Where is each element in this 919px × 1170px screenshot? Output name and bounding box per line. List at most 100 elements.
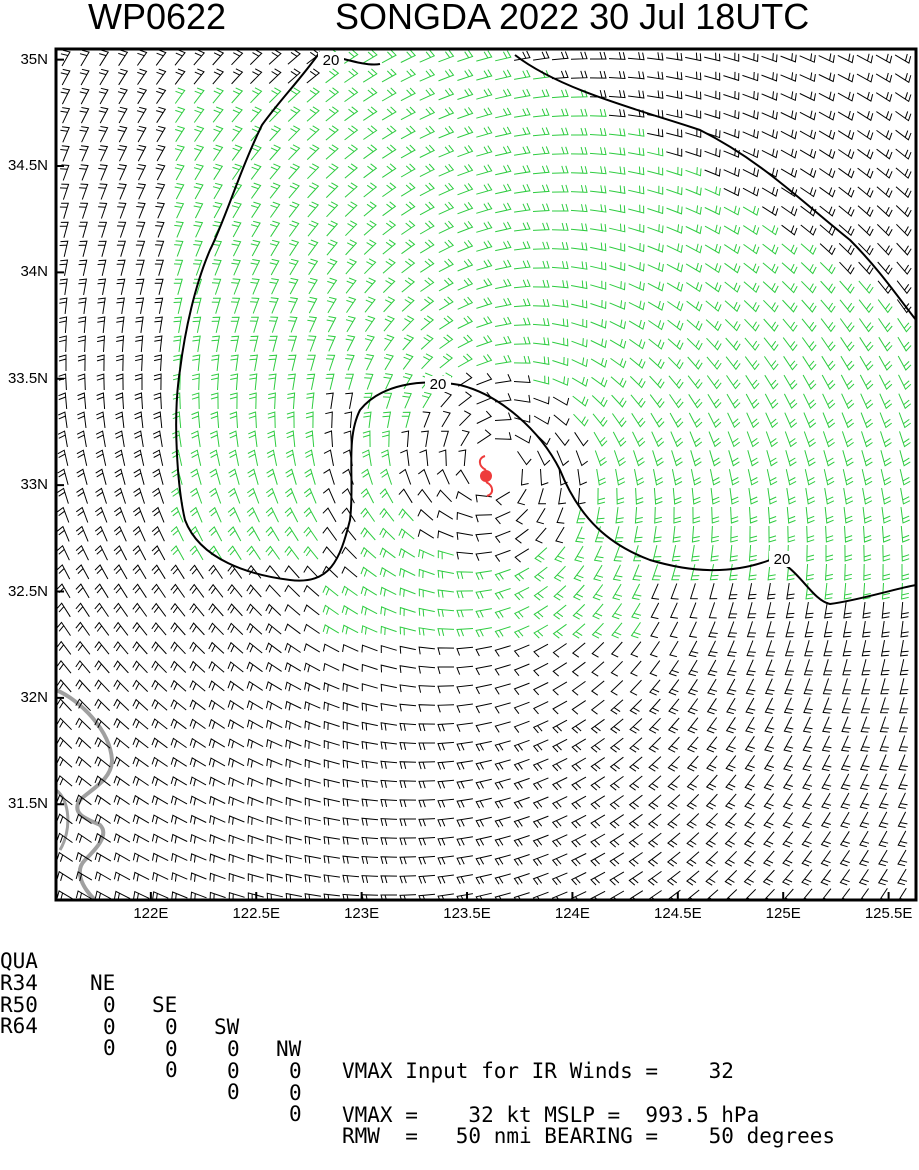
wind-barb-strong (344, 125, 359, 141)
wind-barb (764, 678, 775, 695)
wind-barb-strong (514, 586, 530, 601)
wind-barb-strong (595, 507, 605, 524)
wind-barb (380, 722, 397, 731)
wind-barb (801, 793, 812, 810)
wind-barb (323, 778, 340, 788)
wind-barb (117, 145, 128, 162)
wind-barb (876, 167, 893, 179)
wind-barb-strong (284, 507, 299, 523)
wind-barb (495, 393, 512, 403)
wind-barb (344, 411, 353, 429)
wind-barb-strong (901, 582, 910, 600)
wind-barb-strong (551, 222, 569, 231)
wind-barb-strong (858, 280, 874, 294)
wind-barb (60, 107, 71, 124)
wind-barb (436, 489, 452, 503)
wind-barb (475, 816, 492, 828)
wind-barb (894, 53, 912, 64)
wind-barb-strong (824, 488, 835, 505)
wind-barb (94, 621, 110, 636)
wind-barb-strong (231, 201, 242, 219)
wind-barb-strong (438, 87, 455, 101)
wind-barb-strong (228, 468, 240, 485)
wind-barb-strong (398, 528, 415, 540)
wind-barb-strong (551, 241, 569, 250)
wind-barb-strong (249, 354, 259, 371)
wind-barb-strong (825, 525, 834, 543)
wind-barb (687, 698, 699, 715)
wind-barb-strong (612, 431, 627, 447)
wind-barb (799, 91, 816, 102)
wind-barb (56, 698, 72, 712)
wind-barb-strong (899, 469, 911, 486)
wind-barb-strong (190, 487, 203, 504)
wind-barb-strong (634, 506, 643, 524)
wind-barb (152, 430, 163, 447)
wind-barb (285, 854, 302, 864)
wind-barb (900, 601, 909, 619)
wind-barb-strong (711, 525, 720, 543)
wind-barb (77, 392, 87, 410)
wind-barb (322, 565, 339, 578)
wind-barb-strong (781, 281, 798, 294)
wind-barb (837, 130, 855, 141)
wind-barb (136, 183, 147, 200)
wind-barb (608, 90, 626, 99)
wind-barb (475, 665, 492, 676)
wind-barb (306, 68, 321, 84)
wind-barb (58, 411, 68, 428)
wind-barb (361, 779, 378, 788)
wind-barb (117, 202, 127, 219)
wind-barb-strong (438, 182, 455, 196)
wind-barb-strong (611, 622, 623, 639)
wind-barb (804, 602, 814, 619)
wind-barb (135, 259, 145, 276)
wind-barb-strong (306, 392, 315, 410)
wind-barb (570, 872, 587, 886)
wind-barb (174, 49, 186, 66)
wind-barb (94, 717, 111, 730)
wind-barb (475, 683, 492, 695)
wind-barb (151, 756, 168, 767)
wind-barb-strong (513, 355, 531, 364)
wind-barb-strong (862, 488, 873, 505)
wind-barb-strong (880, 469, 892, 486)
wind-barb (113, 545, 128, 561)
wind-barb (132, 525, 146, 542)
wind-barb (666, 851, 681, 867)
wind-barb (728, 602, 738, 619)
wind-barb-strong (362, 430, 371, 448)
wind-barb (115, 354, 124, 372)
wind-barb (571, 757, 587, 772)
wind-barb (685, 71, 702, 81)
wind-barb (342, 682, 359, 692)
wind-barb (705, 774, 718, 791)
wind-barb-strong (589, 166, 607, 175)
wind-barb (323, 836, 340, 845)
wind-barb (823, 621, 833, 638)
wind-barb (151, 564, 166, 580)
wind-barb (399, 780, 417, 789)
wind-barb-strong (629, 357, 646, 369)
wind-barb (135, 297, 145, 314)
lat-label: 34N (20, 263, 48, 281)
wind-barb-strong (878, 374, 893, 391)
wind-barb-strong (495, 145, 512, 157)
wind-barb (265, 564, 281, 579)
wind-barb (78, 221, 88, 238)
wind-barb (669, 621, 679, 639)
wind-barb-strong (879, 412, 893, 429)
wind-barb (97, 221, 108, 238)
wind-barb-strong (419, 144, 436, 158)
wind-barb (896, 242, 912, 256)
wind-barb-strong (632, 431, 646, 448)
wind-barb (113, 583, 128, 599)
wind-barb-strong (457, 220, 474, 234)
wind-barb-strong (805, 563, 814, 581)
wind-barb (609, 718, 624, 734)
wind-barb-strong (344, 182, 358, 198)
wind-barb-strong (495, 335, 512, 346)
wind-barb (304, 835, 321, 845)
wind-barb (838, 205, 855, 217)
wind-barb-strong (437, 608, 455, 617)
